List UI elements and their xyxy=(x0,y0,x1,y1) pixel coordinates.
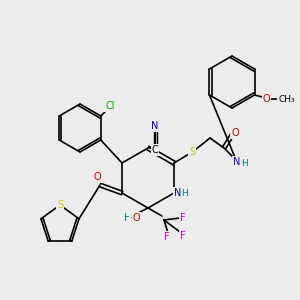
Text: H: H xyxy=(241,158,248,167)
Text: ·O: ·O xyxy=(130,213,140,223)
Text: N: N xyxy=(151,121,159,131)
Text: H: H xyxy=(182,190,188,199)
Text: N: N xyxy=(174,188,182,198)
Text: O: O xyxy=(93,172,101,182)
Text: C: C xyxy=(152,145,158,155)
Text: F: F xyxy=(180,213,186,223)
Text: H: H xyxy=(124,213,132,223)
Text: F: F xyxy=(164,232,170,242)
Text: F: F xyxy=(180,231,186,241)
Text: CH₃: CH₃ xyxy=(278,94,295,103)
Text: S: S xyxy=(57,200,63,210)
Text: Cl: Cl xyxy=(105,101,115,111)
Text: S: S xyxy=(189,147,195,157)
Text: N: N xyxy=(233,157,241,167)
Text: O: O xyxy=(263,94,270,104)
Text: O: O xyxy=(231,128,239,138)
